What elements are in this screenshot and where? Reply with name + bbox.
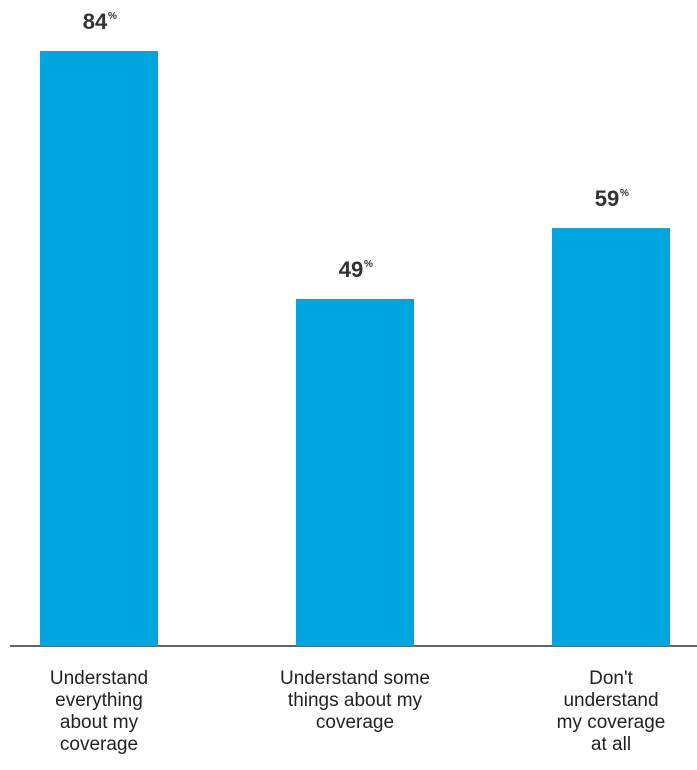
- category-label-2: Understand some things about my coverage: [280, 668, 430, 733]
- value-suffix-2: %: [364, 259, 373, 270]
- category-label-line: Understand some: [280, 668, 430, 689]
- value-suffix-3: %: [620, 188, 629, 199]
- value-label-3: 59: [595, 186, 619, 211]
- category-label-line: coverage: [60, 734, 138, 755]
- category-label-line: Understand: [50, 668, 148, 689]
- category-label-line: my coverage: [557, 712, 666, 733]
- bar-3: [552, 228, 670, 647]
- bar-2: [296, 298, 414, 646]
- category-label-line: everything: [55, 690, 143, 711]
- category-label-line: understand: [563, 690, 658, 711]
- category-label-line: things about my: [288, 690, 423, 711]
- category-label-line: at all: [591, 734, 631, 755]
- category-label-3: Don't understand my coverage at all: [557, 668, 666, 755]
- value-labels-group: 84 %49 %59%: [83, 9, 629, 282]
- category-label-line: about my: [60, 712, 139, 733]
- category-labels-group: Understand everything about my coverageUnde…: [50, 668, 666, 755]
- value-label-1: 84: [83, 9, 108, 34]
- bars-group: [40, 51, 670, 647]
- value-label-2: 49: [339, 257, 363, 282]
- category-label-line: Don't: [589, 668, 633, 689]
- bar-1: [40, 51, 158, 646]
- category-label-1: Understand everything about my coverage: [50, 668, 148, 755]
- value-suffix-1: %: [108, 11, 117, 22]
- category-label-line: coverage: [316, 712, 394, 733]
